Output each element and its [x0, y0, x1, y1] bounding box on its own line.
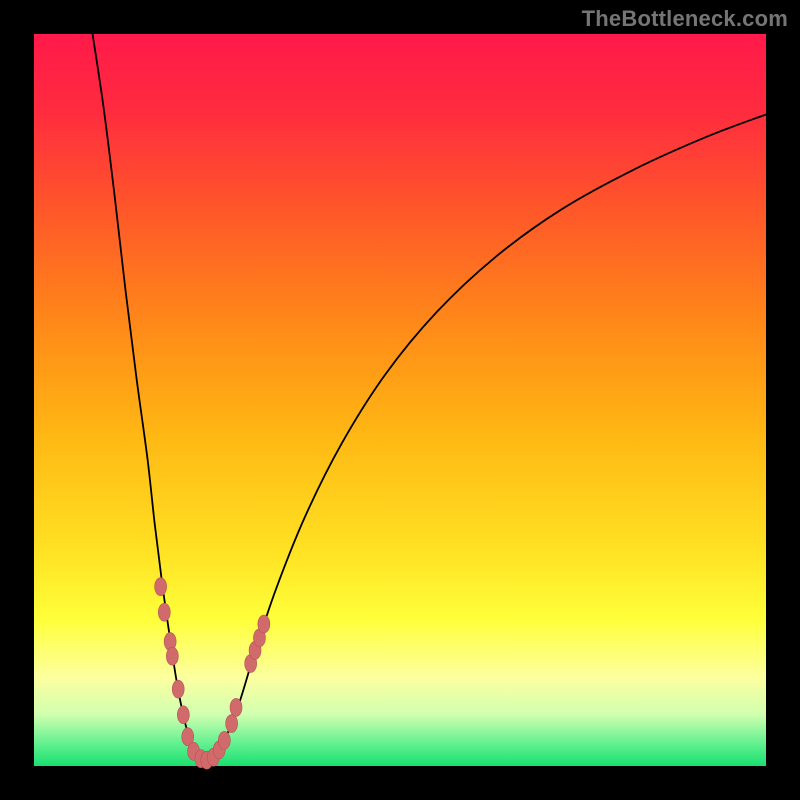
data-marker: [177, 706, 189, 724]
data-marker: [158, 603, 170, 621]
data-marker: [155, 578, 167, 596]
data-marker: [226, 715, 238, 733]
chart-container: { "watermark": { "text": "TheBottleneck.…: [0, 0, 800, 800]
data-marker: [258, 615, 270, 633]
data-marker: [166, 647, 178, 665]
data-marker: [230, 698, 242, 716]
data-marker: [172, 680, 184, 698]
bottleneck-chart: [0, 0, 800, 800]
data-marker: [218, 731, 230, 749]
plot-background: [34, 34, 766, 766]
watermark-text: TheBottleneck.com: [582, 6, 788, 32]
